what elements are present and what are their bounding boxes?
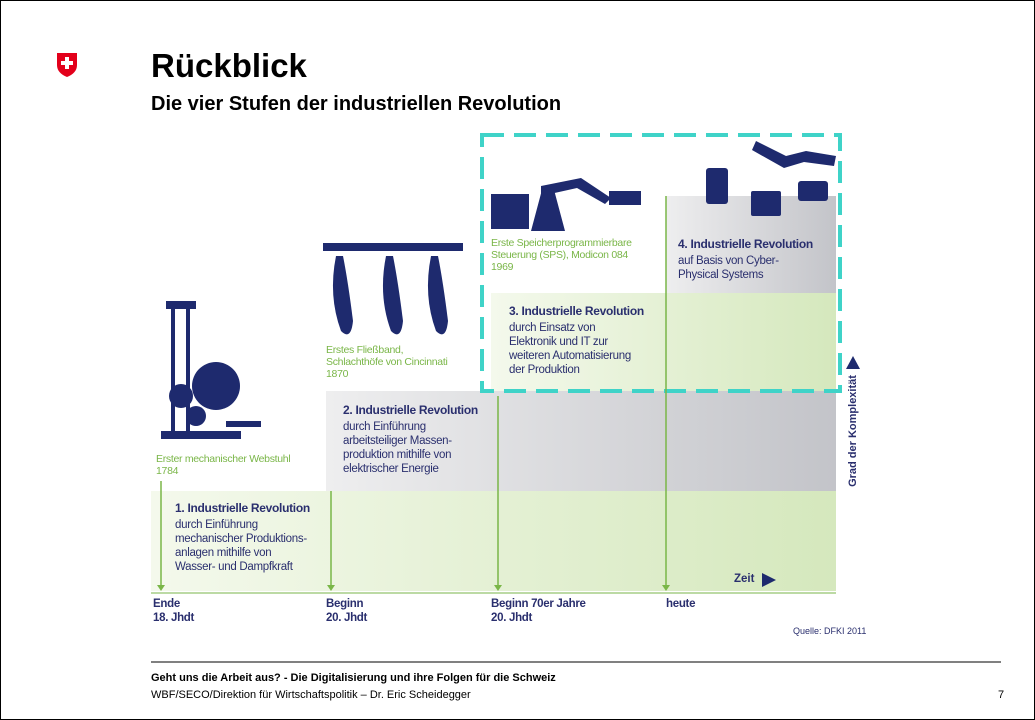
invention-caption: 1870	[326, 368, 349, 380]
era-label: 18. Jhdt	[153, 612, 195, 624]
robot-icon	[491, 178, 641, 231]
stage-description: anlagen mithilfe von	[175, 547, 272, 559]
era-label: Beginn 70er Jahre	[491, 598, 586, 610]
stage-description: Wasser- und Dampfkraft	[175, 561, 293, 573]
page-number: 7	[998, 689, 1005, 701]
era-label: 20. Jhdt	[326, 612, 368, 624]
x-arrow	[762, 573, 776, 587]
footer-author: WBF/SECO/Direktion für Wirtschaftspoliti…	[151, 689, 471, 701]
level-3	[491, 293, 836, 391]
stage-heading: 1. Industrielle Revolution	[175, 501, 310, 515]
stage-description: auf Basis von Cyber-	[678, 255, 779, 267]
stage-description: durch Einführung	[175, 519, 258, 531]
title: Rückblick	[151, 47, 307, 84]
logo-cross	[61, 57, 73, 69]
invention-caption: Erster mechanischer Webstuhl	[156, 453, 291, 465]
invention-caption: 1969	[491, 261, 514, 273]
era-label: 20. Jhdt	[491, 612, 533, 624]
era-label: Beginn	[326, 598, 364, 610]
time-arrows	[157, 585, 670, 591]
stage-description: elektrischer Energie	[343, 463, 439, 475]
stage-description: produktion mithilfe von	[343, 449, 452, 461]
stage-description: weiteren Automatisierung	[509, 350, 631, 362]
time-markers	[151, 196, 836, 594]
era-label: Ende	[153, 598, 180, 610]
stage-description: durch Einführung	[343, 421, 426, 433]
level-2	[326, 391, 836, 491]
y-label: Grad der Komplexität	[847, 375, 859, 487]
stage-description: Elektronik und IT zur	[509, 336, 608, 348]
era-label: heute	[666, 598, 696, 610]
invention-caption: Schlachthöfe von Cincinnati	[326, 356, 448, 368]
loom-icon	[161, 301, 261, 439]
stage-description: mechanischer Produktions-	[175, 533, 307, 545]
invention-caption: Steuerung (SPS), Modicon 084	[491, 249, 628, 261]
invention-caption: Erste Speicherprogrammierbare	[491, 237, 632, 249]
conveyor-icon	[323, 243, 463, 335]
cps-icon	[706, 141, 836, 216]
invention-caption: Erstes Fließband,	[326, 344, 404, 356]
footer-title: Geht uns die Arbeit aus? - Die Digitalis…	[151, 672, 556, 684]
y-arrow	[846, 356, 860, 369]
subtitle: Die vier Stufen der industriellen Revolu…	[151, 93, 562, 115]
invention-caption: 1784	[156, 465, 179, 477]
stage-heading: 3. Industrielle Revolution	[509, 304, 644, 318]
stage-description: der Produktion	[509, 364, 580, 376]
stage-description: Physical Systems	[678, 269, 764, 281]
stage-description: arbeitsteiliger Massen-	[343, 435, 452, 447]
highlight-box	[480, 133, 842, 393]
x-label: Zeit	[734, 573, 755, 585]
level-1	[151, 491, 836, 591]
stage-heading: 4. Industrielle Revolution	[678, 237, 813, 251]
stage-description: durch Einsatz von	[509, 322, 596, 334]
stage-heading: 2. Industrielle Revolution	[343, 403, 478, 417]
source: Quelle: DFKI 2011	[793, 626, 867, 636]
